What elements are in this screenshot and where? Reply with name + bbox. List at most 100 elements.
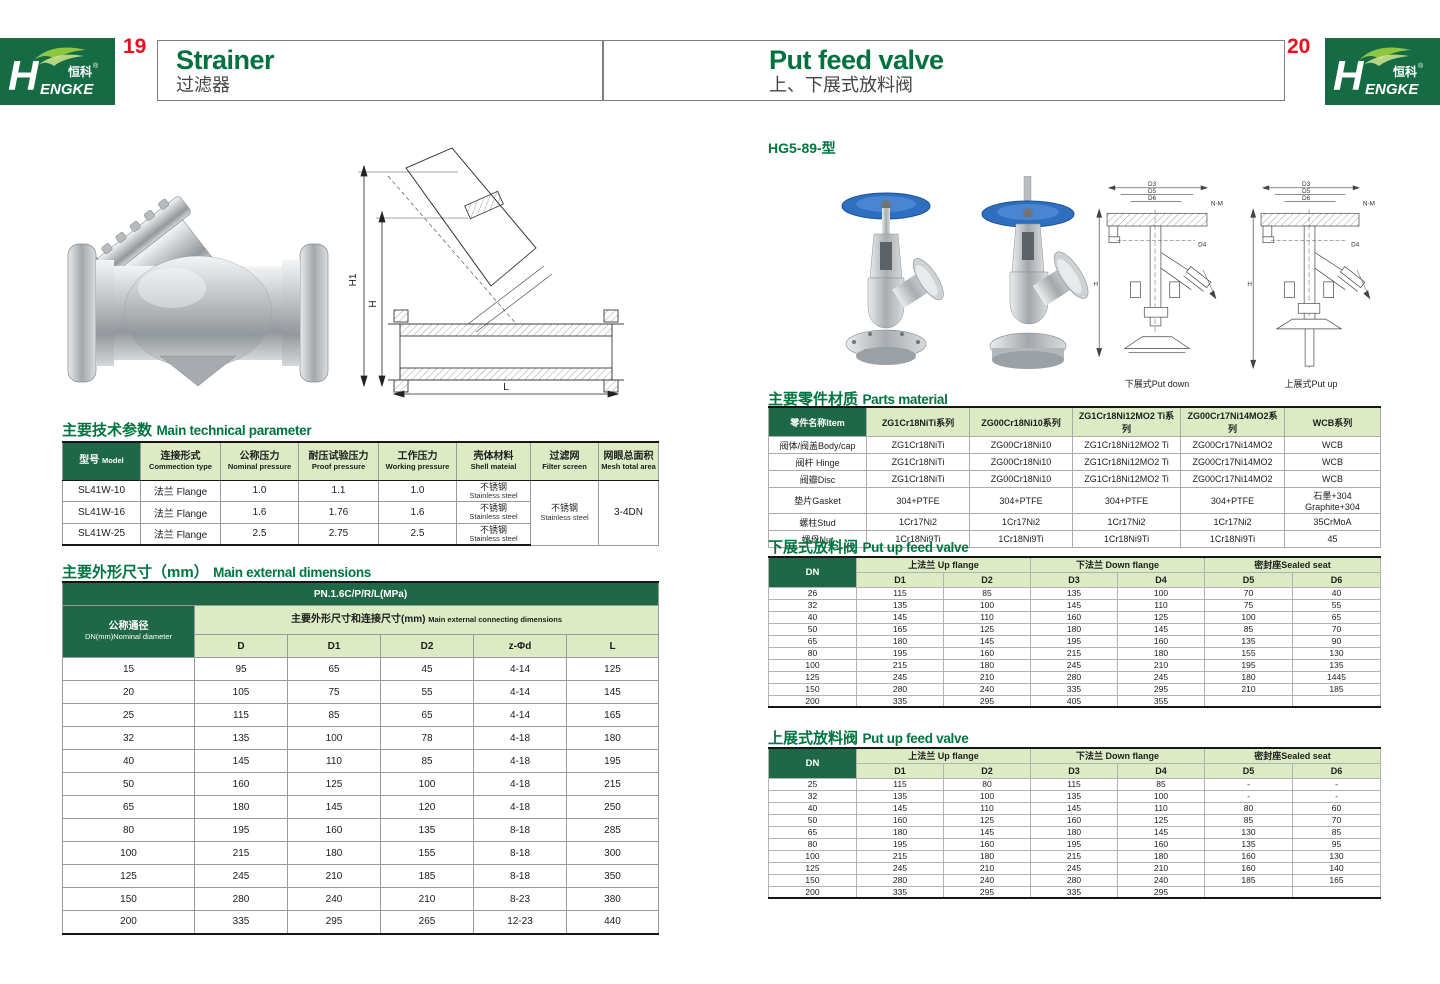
valve-drawings: D3 D5 D6 N-M D4 H 下展式Put down	[1086, 180, 1380, 390]
tech-header-mesh: 网眼总面积 Mesh total area	[598, 441, 659, 481]
parts-value-cell: 35CrMoA	[1284, 513, 1381, 531]
table-cell: 110	[287, 749, 381, 773]
parts-value-cell: ZG00Cr18Ni10	[969, 436, 1073, 454]
table-cell: 70	[1292, 813, 1382, 827]
dim-connecting-header: 主要外形尺寸和连接尺寸(mm) Main external connecting…	[193, 605, 660, 635]
tech-cell: SL41W-10	[62, 479, 141, 503]
table-cell: 160	[287, 818, 381, 842]
table-cell: 245	[1030, 658, 1119, 672]
dim-d3: D3	[1148, 181, 1157, 188]
table-cell: 180	[942, 849, 1032, 863]
table-cell	[1204, 694, 1294, 708]
parts-item-cell: 垫片Gasket	[768, 487, 867, 514]
svg-text:®: ®	[1418, 62, 1424, 70]
table-cell: 40	[768, 801, 857, 815]
table-cell: 180	[1204, 670, 1294, 684]
table-cell: 55	[1292, 598, 1382, 612]
dim-table-row: 100 215 180 155 8-18 300	[62, 841, 660, 865]
hengke-logo-icon: H 恒科 ® ENGKE	[1333, 47, 1424, 99]
parts-value-cell: 304+PTFE	[969, 487, 1073, 514]
parts-table-body: 阀体/阀盖Body/cap ZG1Cr18NiTi ZG00Cr18Ni10 ZG1C…	[768, 436, 1381, 548]
up-col-d5: D5	[1204, 762, 1294, 779]
tech-cell: 1.1	[298, 479, 379, 503]
table-cell: 125	[287, 772, 381, 796]
table-cell: 165	[856, 622, 944, 636]
parts-value-cell: ZG00Cr18Ni10	[969, 453, 1073, 471]
table-cell: 335	[856, 885, 944, 899]
down-header-dn: DN	[768, 556, 857, 588]
table-cell: 115	[856, 586, 944, 600]
strainer-left-flange	[67, 243, 97, 383]
table-cell: 145	[287, 795, 381, 819]
table-cell: 160	[194, 772, 288, 796]
table-cell: 210	[287, 864, 381, 888]
tech-cell: SL41W-25	[62, 522, 141, 547]
table-cell: 50	[768, 622, 857, 636]
table-cell: 350	[565, 864, 660, 888]
parts-value-cell: ZG1Cr18NiTi	[866, 453, 970, 471]
valve-photo-2	[981, 176, 1089, 369]
table-cell: 200	[768, 885, 857, 899]
page-number-left: 19	[123, 35, 147, 58]
up-col-d1: D1	[856, 762, 944, 779]
parts-header-series-2: ZG00Cr18Ni10系列	[969, 406, 1073, 437]
table-cell: 100	[1117, 789, 1206, 803]
table-cell: 160	[942, 646, 1032, 660]
tech-cell: 法兰 Flange	[140, 501, 221, 524]
table-cell: 150	[768, 873, 857, 887]
down-col-d2: D2	[942, 571, 1032, 588]
dim-nm: N-M	[1211, 200, 1223, 207]
drawing-caption-down: 下展式Put down	[1124, 379, 1190, 389]
up-table-row: 100 215 180 215 180 160 130	[768, 849, 1382, 863]
parts-material-table: 零件名称Item ZG1Cr18NiTi系列 ZG00Cr18Ni10系列 ZG…	[768, 406, 1381, 548]
up-header-dn: DN	[768, 747, 857, 779]
logo-leaf2-icon	[1363, 54, 1409, 66]
table-cell: 180	[942, 658, 1032, 672]
logo-leaf-icon	[1359, 47, 1411, 60]
table-cell: 110	[942, 610, 1032, 624]
table-cell: 335	[1030, 885, 1119, 899]
valve-drawing-down: D3 D5 D6 N-M D4 H 下展式Put down	[1086, 180, 1228, 390]
parts-table-row: 螺柱Stud 1Cr17Ni2 1Cr17Ni2 1Cr17Ni2 1Cr17Ni2 35…	[768, 513, 1381, 531]
table-cell: 160	[1204, 849, 1294, 863]
up-table-row: 150 280 240 280 240 185 165	[768, 873, 1382, 887]
table-cell: 195	[194, 818, 288, 842]
table-cell: 40	[1292, 586, 1382, 600]
down-table-row: 40 145 110 160 125 100 65	[768, 610, 1382, 624]
parts-value-cell: ZG1Cr18NiTi	[866, 470, 970, 488]
external-dimensions-table: PN.1.6C/P/R/L(MPa) 公称通径 DN(mm)Nominal di…	[61, 581, 660, 935]
table-cell: 40	[62, 749, 195, 773]
up-table-row: 80 195 160 195 160 135 95	[768, 837, 1382, 851]
tech-table-body: SL41W-10 法兰 Flange 1.0 1.1 1.0 不锈钢 Stainless s…	[62, 479, 659, 547]
table-cell: 135	[194, 726, 288, 750]
dim-nm: N-M	[1363, 200, 1375, 207]
down-col-d5: D5	[1204, 571, 1294, 588]
table-cell: 85	[942, 586, 1032, 600]
table-cell: 195	[856, 646, 944, 660]
table-cell: 150	[768, 682, 857, 696]
up-table-row: 65 180 145 180 145 130 85	[768, 825, 1382, 839]
tech-cell: SL41W-16	[62, 501, 141, 524]
table-cell: 85	[1204, 622, 1294, 636]
dim-dn-header: 公称通径 DN(mm)Nominal diameter	[62, 605, 195, 658]
table-cell: 85	[1204, 813, 1294, 827]
dim-section-title-en: Main external dimensions	[213, 565, 371, 580]
table-cell: 125	[62, 864, 195, 888]
right-page-subtitle: 上、下展式放料阀	[769, 75, 913, 96]
table-cell: 32	[62, 726, 195, 750]
parts-value-cell: 石墨+304 Graphite+304	[1284, 487, 1381, 514]
down-group-row: DN 上法兰 Up flange 下法兰 Down flange 密封座Seal…	[768, 556, 1382, 588]
parts-table-row: 垫片Gasket 304+PTFE 304+PTFE 304+PTFE 304+PTFE…	[768, 487, 1381, 514]
table-cell: 130	[1292, 646, 1382, 660]
table-cell: 95	[194, 657, 288, 681]
table-cell: 80	[768, 837, 857, 851]
up-subheader-row: D1 D2 D3 D4 D5 D6	[769, 762, 1382, 779]
table-cell: 145	[565, 680, 660, 704]
table-cell: 355	[1117, 694, 1206, 708]
table-cell: 4-14	[473, 680, 567, 704]
svg-text:H: H	[1333, 52, 1365, 99]
page-number-right: 20	[1287, 35, 1311, 58]
table-cell: 50	[768, 813, 857, 827]
table-cell: 265	[380, 910, 474, 935]
